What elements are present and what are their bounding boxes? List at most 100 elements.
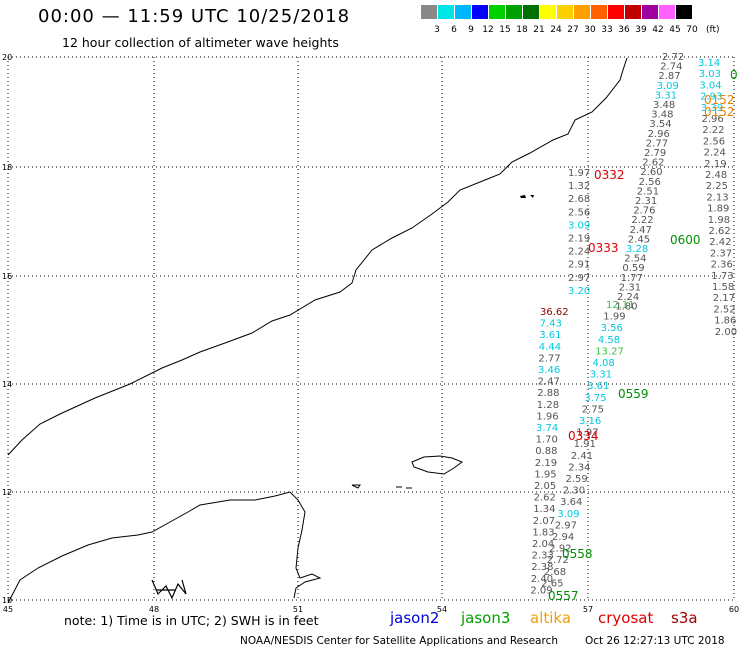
swh-value: 13.27 — [595, 346, 624, 357]
swh-value: 3.31 — [590, 370, 612, 381]
x-tick-label: 54 — [437, 605, 447, 614]
time-tag: 0558 — [562, 547, 593, 561]
time-tag: 0559 — [618, 387, 649, 401]
islet-a — [351, 484, 361, 489]
swh-value: 2.72 — [662, 52, 684, 63]
swh-value: 2.77 — [646, 138, 668, 149]
scale-swatch — [574, 5, 590, 19]
swh-value: 4.08 — [593, 358, 615, 369]
swh-value: 3.61 — [587, 381, 609, 392]
swh-value: 2.48 — [705, 170, 727, 181]
swh-value: 2.13 — [706, 192, 728, 203]
scale-swatch — [472, 5, 488, 19]
swh-value: 3.39 — [701, 103, 723, 114]
swh-value: 2.79 — [644, 148, 666, 159]
swh-value: 3.56 — [601, 323, 623, 334]
scale-label: 27 — [567, 25, 579, 35]
time-tag: 0152 — [704, 105, 735, 119]
swh-value: 3.75 — [584, 393, 606, 404]
swh-value: 1.97 — [568, 168, 590, 179]
swh-value: 2.45 — [628, 234, 650, 245]
swh-value: 2.40 — [531, 574, 553, 585]
swh-value: 2.38 — [531, 562, 553, 573]
swh-value: 2.31 — [619, 282, 641, 293]
swh-value: 2.59 — [566, 474, 588, 485]
swh-value: 2.72 — [547, 555, 569, 566]
swh-value: 2.56 — [639, 177, 661, 188]
swh-value: 3.48 — [651, 110, 673, 121]
swh-value: 2.54 — [624, 254, 646, 265]
swh-value: 2.87 — [658, 71, 680, 82]
swh-value: 2.76 — [633, 206, 655, 217]
scale-swatch — [608, 5, 624, 19]
scale-swatch — [455, 5, 471, 19]
swh-value: 3.09 — [557, 509, 579, 520]
coastline — [7, 57, 628, 456]
legend-jason2: jason2 — [390, 609, 440, 627]
scale-swatch — [421, 5, 437, 19]
x-tick-label: 57 — [583, 605, 593, 614]
swh-value: 2.74 — [660, 62, 682, 73]
legend-cryosat: cryosat — [598, 609, 654, 627]
scale-label: 18 — [516, 25, 528, 35]
time-tag: 0332 — [594, 168, 625, 182]
scale-label: 6 — [451, 25, 457, 35]
islet-b — [396, 486, 412, 489]
swh-value: 3.64 — [560, 497, 582, 508]
swh-value: 1.70 — [536, 435, 558, 446]
swh-value: 2.96 — [648, 129, 670, 140]
swh-value: 2.09 — [530, 585, 552, 596]
swh-value: 2.07 — [533, 516, 555, 527]
island-coastline — [411, 455, 464, 475]
scale-swatch — [540, 5, 556, 19]
swh-value: 2.62 — [709, 226, 731, 237]
y-tick-label: 14 — [2, 380, 12, 389]
scale-swatch — [438, 5, 454, 19]
islet-c — [520, 195, 534, 198]
y-tick-label: 12 — [2, 488, 12, 497]
swh-value: 1.28 — [537, 400, 559, 411]
swh-value: 2.62 — [534, 493, 556, 504]
scale-label: 33 — [601, 25, 613, 35]
credit-line: NOAA/NESDIS Center for Satellite Applica… — [240, 635, 558, 647]
x-tick-label: 45 — [3, 605, 13, 614]
swh-value: 4.58 — [598, 335, 620, 346]
swh-value: 2.56 — [703, 136, 725, 147]
swh-value: 2.22 — [631, 215, 653, 226]
swh-value: 3.31 — [655, 90, 677, 101]
scale-label: 3 — [434, 25, 440, 35]
swh-value: 2.17 — [713, 293, 735, 304]
swh-value: 2.68 — [544, 567, 566, 578]
scale-label: 30 — [584, 25, 596, 35]
swh-value: 3.48 — [653, 100, 675, 111]
scale-label: 45 — [669, 25, 681, 35]
swh-value: 2.88 — [537, 388, 559, 399]
swh-value: 1.97 — [576, 428, 598, 439]
reef-cluster — [151, 579, 187, 600]
scale-label: 42 — [652, 25, 664, 35]
swh-value: 1.86 — [714, 316, 736, 327]
swh-value: 1.80 — [615, 302, 637, 313]
swh-value: 3.16 — [579, 416, 601, 427]
swh-value: 2.33 — [532, 551, 554, 562]
scale-swatch — [625, 5, 641, 19]
swh-value: 2.97 — [568, 273, 590, 284]
x-tick-label: 48 — [149, 605, 159, 614]
swh-value: 2.92 — [549, 544, 571, 555]
swh-value: 2.77 — [538, 353, 560, 364]
swh-value: 2.62 — [642, 158, 664, 169]
swh-value: 2.30 — [563, 486, 585, 497]
lat-lon-grid: 45 48 51 54 57 60 20 18 16 14 12 10 — [2, 53, 739, 614]
map-subtitle: 12 hour collection of altimeter wave hei… — [62, 35, 339, 50]
swh-value: 2.91 — [568, 260, 590, 271]
swh-value: 1.32 — [568, 181, 590, 192]
scale-label: 21 — [533, 25, 545, 35]
scale-swatch — [523, 5, 539, 19]
swh-value: 2.52 — [713, 304, 735, 315]
swh-value: 2.34 — [568, 462, 590, 473]
swh-value: 1.58 — [712, 282, 734, 293]
x-tick-label: 51 — [293, 605, 303, 614]
swh-value: 2.97 — [555, 520, 577, 531]
swh-value: 1.89 — [707, 204, 729, 215]
